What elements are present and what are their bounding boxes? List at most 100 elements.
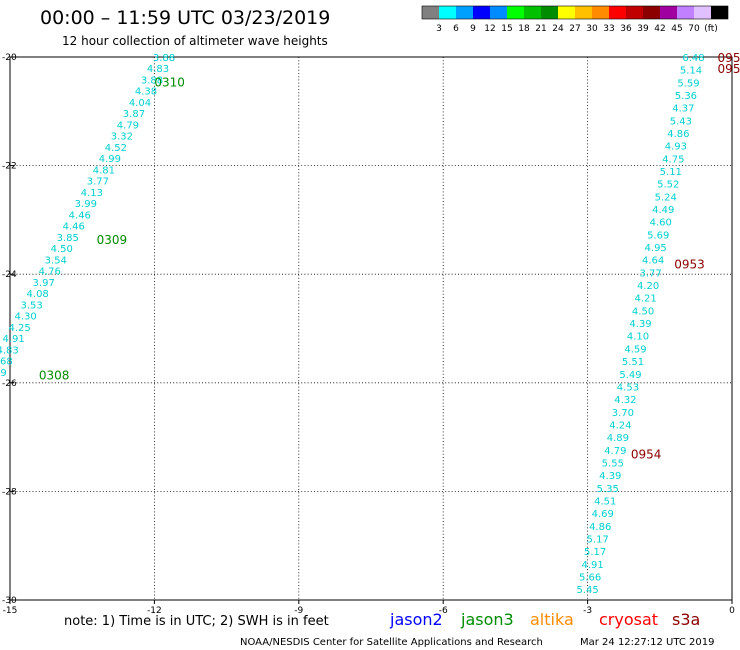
wave-height-value: 3.99	[75, 199, 97, 210]
colorbar-label: 15	[501, 24, 512, 34]
track-time-label: 0953	[674, 257, 705, 271]
wave-height-value: 3.77	[639, 268, 661, 279]
track-s3a: 6.48 5.145.59 5.36 4.375.43 4.86 4.934.75 5.11…	[576, 51, 740, 596]
colorbar-label: (ft)	[704, 24, 718, 34]
chart-header: 00:00 – 11:59 UTC 03/23/2019 12 hour col…	[40, 7, 330, 48]
colorbar-label: 18	[518, 24, 530, 34]
footer-note: note: 1) Time is in UTC; 2) SWH is in fe…	[64, 614, 329, 629]
wave-height-value: 3.54	[45, 255, 67, 266]
colorbar-label: 70	[688, 24, 700, 34]
track-time-label: 095	[718, 62, 740, 76]
plot-frame	[9, 56, 733, 601]
colorbar-swatch	[507, 6, 524, 19]
colorbar-label: 21	[535, 24, 546, 34]
wave-height-value: 4.59	[624, 344, 646, 355]
wave-height-value: 3.88	[141, 75, 163, 86]
plot-grid	[10, 57, 732, 600]
x-tick-label: 0	[729, 606, 735, 616]
wave-height-value: 4.95	[645, 243, 667, 254]
wave-height-value: 4.21	[634, 294, 656, 305]
wave-height-value: 4.76	[39, 267, 61, 278]
wave-height-value: 3.32	[111, 132, 133, 143]
legend-item-jason3: jason3	[460, 610, 514, 629]
wave-height-value: 4.50	[51, 244, 73, 255]
wave-height-value: 4.04	[129, 98, 151, 109]
colorbar-swatch	[575, 6, 592, 19]
wave-height-value: 4.37	[672, 104, 694, 115]
wave-height-value: 4.83	[0, 345, 19, 356]
wave-height-value: 5.11	[660, 167, 682, 178]
legend-item-jason2: jason2	[389, 610, 443, 629]
legend-item-s3a: s3a	[672, 610, 700, 629]
wave-height-value: 4.79	[117, 120, 139, 131]
y-tick-label: -22	[2, 162, 17, 172]
satellite-tracks: 3.884.833.884.384.043.874.793.324.524.99…	[0, 51, 740, 596]
footer-credit: NOAA/NESDIS Center for Satellite Applica…	[240, 637, 543, 648]
wave-height-value: 4.79	[604, 446, 626, 457]
wave-height-value: 4.46	[69, 210, 91, 221]
footer-timestamp: Mar 24 12:27:12 UTC 2019	[580, 637, 715, 648]
wave-height-value: 4.91	[2, 334, 24, 345]
wave-height-value: 4.32	[614, 395, 636, 406]
x-tick-label: -6	[439, 606, 448, 616]
satellite-legend: jason2 jason3 altika cryosat s3a	[389, 610, 700, 629]
wave-height-value: 5.17	[584, 547, 606, 558]
wave-height-value: 3.53	[21, 300, 43, 311]
wave-height-value: 4.39	[629, 319, 651, 330]
chart-footer: note: 1) Time is in UTC; 2) SWH is in fe…	[64, 610, 715, 648]
chart-title: 00:00 – 11:59 UTC 03/23/2019	[40, 7, 330, 29]
wave-height-value: 4.75	[662, 154, 684, 165]
colorbar-frame	[421, 5, 729, 20]
colorbar-swatch	[660, 6, 677, 19]
colorbar-swatch	[490, 6, 507, 19]
wave-height-value: 5.35	[597, 484, 619, 495]
wave-height-value: 4.25	[8, 323, 30, 334]
x-tick-label: -15	[3, 606, 18, 616]
colorbar-label: 9	[470, 24, 476, 34]
wave-height-value: 4.68	[0, 357, 13, 368]
colorbar-label: 45	[671, 24, 682, 34]
y-tick-label: -30	[2, 596, 17, 606]
wave-height-value: 5.66	[579, 572, 601, 583]
colorbar-label: 3	[436, 24, 442, 34]
colorbar-swatch	[609, 6, 626, 19]
wave-height-value: 5.49	[619, 370, 641, 381]
chart-subtitle: 12 hour collection of altimeter wave hei…	[62, 34, 328, 48]
colorbar-swatch	[677, 6, 694, 19]
wave-height-value: 5.52	[657, 180, 679, 191]
wave-height-value: 4.52	[105, 143, 127, 154]
x-tick-label: -9	[294, 606, 303, 616]
wave-height-value: 4.46	[63, 222, 85, 233]
wave-height-value: 4.10	[627, 332, 649, 343]
track-time-label: 0954	[631, 447, 662, 461]
wave-height-value: 5.43	[670, 116, 692, 127]
wave-height-value: 4.38	[135, 87, 157, 98]
x-tick-label: -3	[583, 606, 592, 616]
wave-height-value: 4.39	[599, 471, 621, 482]
track-jason3: 3.884.833.884.384.043.874.793.324.524.99…	[0, 53, 185, 383]
colorbar-label: 42	[654, 24, 665, 34]
wave-height-value: 4.86	[667, 129, 689, 140]
wave-height-value: 4.60	[650, 218, 672, 229]
y-tick-label: -24	[2, 270, 17, 280]
wave-height-value: 6.48	[682, 53, 704, 64]
wave-height-value: 4.89	[0, 368, 7, 379]
wave-height-value: 5.45	[576, 585, 598, 596]
track-time-label: 0308	[39, 369, 70, 383]
wave-height-value: 5.59	[677, 78, 699, 89]
colorbar-label: 27	[569, 24, 580, 34]
wave-height-value: 5.69	[647, 230, 669, 241]
y-tick-label: -20	[2, 53, 17, 63]
wave-height-value: 3.97	[33, 278, 55, 289]
legend-item-altika: altika	[530, 610, 574, 629]
colorbar-swatch	[524, 6, 541, 19]
wave-height-value: 5.36	[675, 91, 697, 102]
colorbar-label: 36	[620, 24, 632, 34]
colorbar-swatch	[592, 6, 609, 19]
axis-tick-labels: -15 -12 -9 -6 -3 0-20-22-24-26-28-30	[2, 53, 735, 616]
wave-height-value: 4.99	[99, 154, 121, 165]
wave-height-value: 4.50	[632, 306, 654, 317]
wave-height-value: 4.51	[594, 496, 616, 507]
colorbar-swatch	[422, 6, 439, 19]
colorbar-label: 6	[453, 24, 459, 34]
